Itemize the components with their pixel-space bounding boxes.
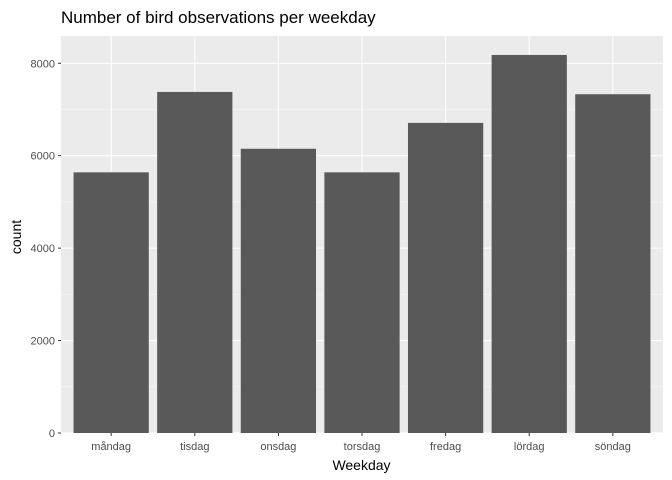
x-tick-label: torsdag [344, 441, 381, 453]
bar-tisdag [157, 91, 233, 434]
y-tick-label: 4000 [31, 243, 55, 255]
bars [73, 54, 651, 434]
x-tick-label: söndag [595, 441, 631, 453]
chart-title: Number of bird observations per weekday [61, 8, 376, 27]
bar-måndag [73, 172, 149, 434]
bar-onsdag [240, 148, 317, 433]
y-tick-label: 6000 [31, 151, 55, 163]
bar-lördag [491, 54, 567, 433]
y-tick-label: 8000 [31, 58, 55, 70]
y-axis-title: count [8, 220, 24, 254]
y-tick-label: 0 [49, 428, 55, 440]
x-tick-label: måndag [91, 441, 131, 453]
x-tick-label: lördag [514, 441, 545, 453]
y-axis: 0 2000 4000 6000 8000 [31, 58, 61, 440]
x-tick-label: fredag [430, 441, 461, 453]
x-tick-label: onsdag [260, 441, 296, 453]
x-axis-title: Weekday [332, 457, 390, 473]
bar-fredag [407, 122, 484, 433]
y-tick-label: 2000 [31, 336, 55, 348]
x-tick-label: tisdag [180, 441, 209, 453]
x-axis: måndag tisdag onsdag torsdag fredag lördag sön… [91, 433, 631, 453]
bar-söndag [575, 94, 651, 434]
bar-torsdag [324, 172, 400, 434]
